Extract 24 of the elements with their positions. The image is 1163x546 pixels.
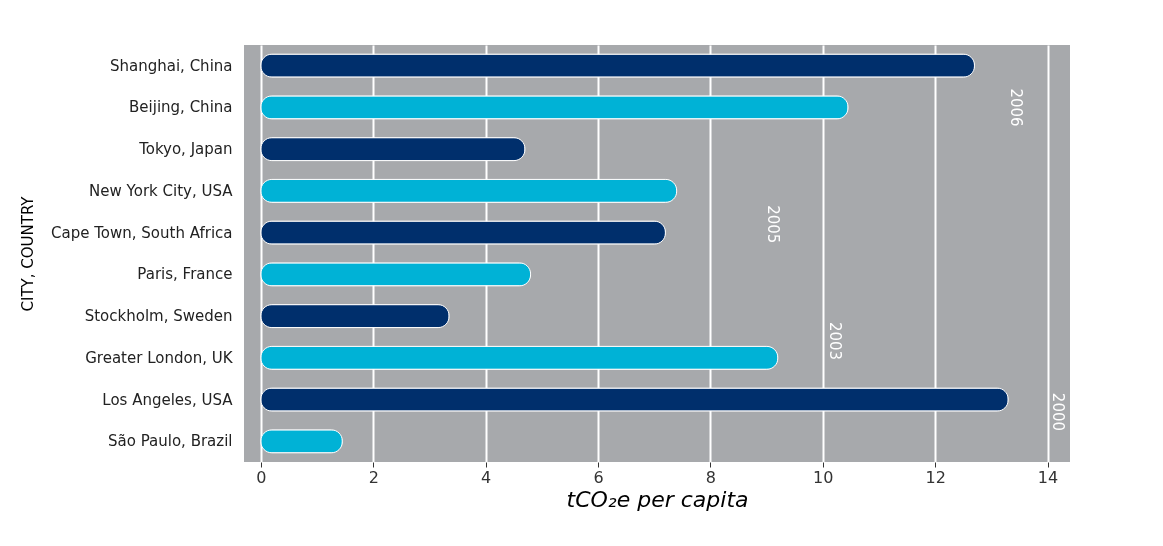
annotation: 2000 [1048, 392, 1067, 432]
y-tick-label: New York City, USA [89, 181, 234, 200]
y-axis-title: CITY, COUNTRY [19, 195, 38, 312]
y-tick-label: Cape Town, South Africa [51, 223, 233, 242]
y-tick-label: Beijing, China [129, 98, 233, 117]
y-tick-label: Paris, France [137, 265, 233, 284]
x-axis-title: tCO₂e per capita [566, 486, 749, 512]
annotation: 2006 [1007, 88, 1026, 127]
x-tick-label: 2 [368, 467, 379, 487]
y-tick-label: Greater London, UK [85, 348, 234, 367]
x-tick-label: 0 [256, 467, 267, 487]
y-tick-label: Shanghai, China [110, 56, 233, 75]
y-tick-label: Los Angeles, USA [102, 390, 234, 409]
annotation: 2005 [763, 205, 782, 244]
y-tick-label: Tokyo, Japan [138, 140, 233, 159]
x-tick-label: 14 [1037, 467, 1059, 487]
annotation: 2003 [825, 321, 844, 361]
x-tick-label: 6 [593, 467, 604, 487]
y-tick-label: Stockholm, Sweden [84, 307, 233, 326]
x-tick-label: 8 [705, 467, 716, 487]
y-tick-label: São Paulo, Brazil [108, 432, 233, 451]
x-tick-label: 4 [481, 467, 492, 487]
x-tick-label: 10 [813, 467, 834, 487]
x-tick-label: 12 [925, 467, 946, 487]
